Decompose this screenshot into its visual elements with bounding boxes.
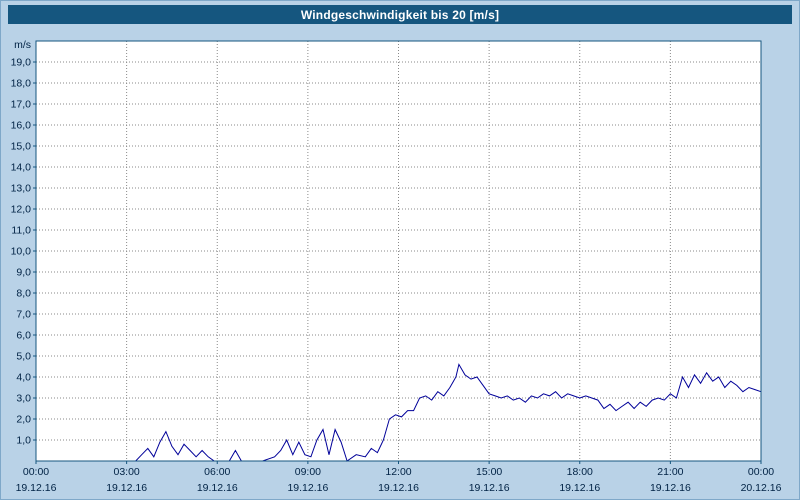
y-tick-label: 15,0 — [11, 141, 32, 153]
y-tick-label: 7,0 — [16, 309, 31, 321]
y-tick-label: 6,0 — [16, 330, 31, 342]
y-tick-label: 9,0 — [16, 267, 31, 279]
y-tick-label: 14,0 — [11, 162, 32, 174]
y-tick-label: 3,0 — [16, 393, 31, 405]
y-axis-unit: m/s — [14, 39, 31, 51]
x-tick-time: 18:00 — [567, 466, 593, 478]
x-tick-date: 19.12.16 — [197, 482, 238, 494]
y-tick-label: 5,0 — [16, 351, 31, 363]
x-tick-time: 21:00 — [657, 466, 683, 478]
chart-title: Windgeschwindigkeit bis 20 [m/s] — [300, 7, 500, 22]
x-tick-time: 00:00 — [23, 466, 49, 478]
x-tick-date: 19.12.16 — [559, 482, 600, 494]
x-tick-date: 20.12.16 — [741, 482, 782, 494]
y-tick-label: 1,0 — [16, 435, 31, 447]
x-tick-time: 15:00 — [476, 466, 502, 478]
y-tick-label: 2,0 — [16, 414, 31, 426]
y-tick-label: 17,0 — [11, 99, 32, 111]
y-tick-label: 10,0 — [11, 246, 32, 258]
x-tick-time: 12:00 — [385, 466, 411, 478]
x-tick-date: 19.12.16 — [650, 482, 691, 494]
x-tick-time: 03:00 — [113, 466, 139, 478]
y-tick-label: 11,0 — [11, 225, 31, 237]
y-tick-label: 13,0 — [11, 183, 32, 195]
x-tick-date: 19.12.16 — [16, 482, 57, 494]
y-tick-label: 4,0 — [16, 372, 31, 384]
x-tick-date: 19.12.16 — [287, 482, 328, 494]
x-tick-time: 06:00 — [204, 466, 230, 478]
y-tick-label: 19,0 — [11, 57, 32, 69]
window-title-bar: Windgeschwindigkeit bis 20 [m/s] — [8, 5, 792, 24]
y-tick-label: 12,0 — [11, 204, 32, 216]
wind-series-line — [36, 363, 762, 462]
x-tick-time: 00:00 — [748, 466, 774, 478]
y-tick-label: 8,0 — [16, 288, 31, 300]
y-tick-label: 16,0 — [11, 120, 32, 132]
x-tick-time: 09:00 — [295, 466, 321, 478]
x-tick-date: 19.12.16 — [469, 482, 510, 494]
x-tick-date: 19.12.16 — [106, 482, 147, 494]
y-tick-label: 18,0 — [11, 78, 32, 90]
x-tick-date: 19.12.16 — [378, 482, 419, 494]
